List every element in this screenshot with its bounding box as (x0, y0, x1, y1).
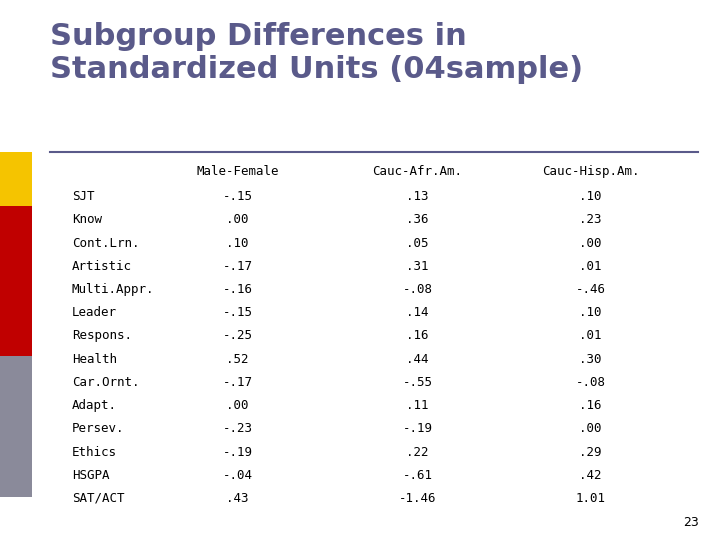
Text: 1.01: 1.01 (575, 492, 606, 505)
Text: .36: .36 (406, 213, 429, 226)
Text: Male-Female: Male-Female (197, 165, 279, 178)
Text: .23: .23 (579, 213, 602, 226)
Text: .52: .52 (226, 353, 249, 366)
Text: .10: .10 (579, 190, 602, 203)
Text: .44: .44 (406, 353, 429, 366)
Text: -.19: -.19 (402, 422, 433, 435)
Text: .01: .01 (579, 329, 602, 342)
Text: Ethics: Ethics (72, 446, 117, 458)
Text: .00: .00 (226, 213, 249, 226)
Text: Health: Health (72, 353, 117, 366)
Text: Multi.Appr.: Multi.Appr. (72, 283, 155, 296)
Text: .00: .00 (579, 422, 602, 435)
Text: .13: .13 (406, 190, 429, 203)
Text: Car.Ornt.: Car.Ornt. (72, 376, 140, 389)
Text: -.46: -.46 (575, 283, 606, 296)
Text: Adapt.: Adapt. (72, 399, 117, 412)
Text: SAT/ACT: SAT/ACT (72, 492, 125, 505)
Text: -.19: -.19 (222, 446, 253, 458)
Text: .16: .16 (406, 329, 429, 342)
Text: .22: .22 (406, 446, 429, 458)
Text: .43: .43 (226, 492, 249, 505)
Text: -.15: -.15 (222, 190, 253, 203)
Text: -.16: -.16 (222, 283, 253, 296)
Text: -.08: -.08 (575, 376, 606, 389)
Text: -.61: -.61 (402, 469, 433, 482)
Text: Cauc-Hisp.Am.: Cauc-Hisp.Am. (541, 165, 639, 178)
Text: .31: .31 (406, 260, 429, 273)
Bar (0, 206, 32, 356)
Text: -.17: -.17 (222, 376, 253, 389)
Text: Artistic: Artistic (72, 260, 132, 273)
Text: Leader: Leader (72, 306, 117, 319)
Text: .30: .30 (579, 353, 602, 366)
Text: .14: .14 (406, 306, 429, 319)
Text: -.15: -.15 (222, 306, 253, 319)
Bar (0, 356, 32, 497)
Text: .16: .16 (579, 399, 602, 412)
Text: .05: .05 (406, 237, 429, 249)
Text: Cauc-Afr.Am.: Cauc-Afr.Am. (373, 165, 462, 178)
Text: SJT: SJT (72, 190, 94, 203)
Text: Respons.: Respons. (72, 329, 132, 342)
Text: .42: .42 (579, 469, 602, 482)
Text: HSGPA: HSGPA (72, 469, 109, 482)
Text: .10: .10 (226, 237, 249, 249)
Text: .10: .10 (579, 306, 602, 319)
Text: Persev.: Persev. (72, 422, 125, 435)
Text: -.23: -.23 (222, 422, 253, 435)
Text: -.08: -.08 (402, 283, 433, 296)
Text: .11: .11 (406, 399, 429, 412)
Text: Know: Know (72, 213, 102, 226)
Bar (0, 152, 32, 206)
Text: .00: .00 (579, 237, 602, 249)
Text: .00: .00 (226, 399, 249, 412)
Text: -.17: -.17 (222, 260, 253, 273)
Text: -.04: -.04 (222, 469, 253, 482)
Text: Cont.Lrn.: Cont.Lrn. (72, 237, 140, 249)
Text: 23: 23 (683, 516, 698, 529)
Text: -1.46: -1.46 (399, 492, 436, 505)
Text: .01: .01 (579, 260, 602, 273)
Text: Subgroup Differences in
Standardized Units (04sample): Subgroup Differences in Standardized Uni… (50, 22, 583, 84)
Text: -.55: -.55 (402, 376, 433, 389)
Text: -.25: -.25 (222, 329, 253, 342)
Text: .29: .29 (579, 446, 602, 458)
